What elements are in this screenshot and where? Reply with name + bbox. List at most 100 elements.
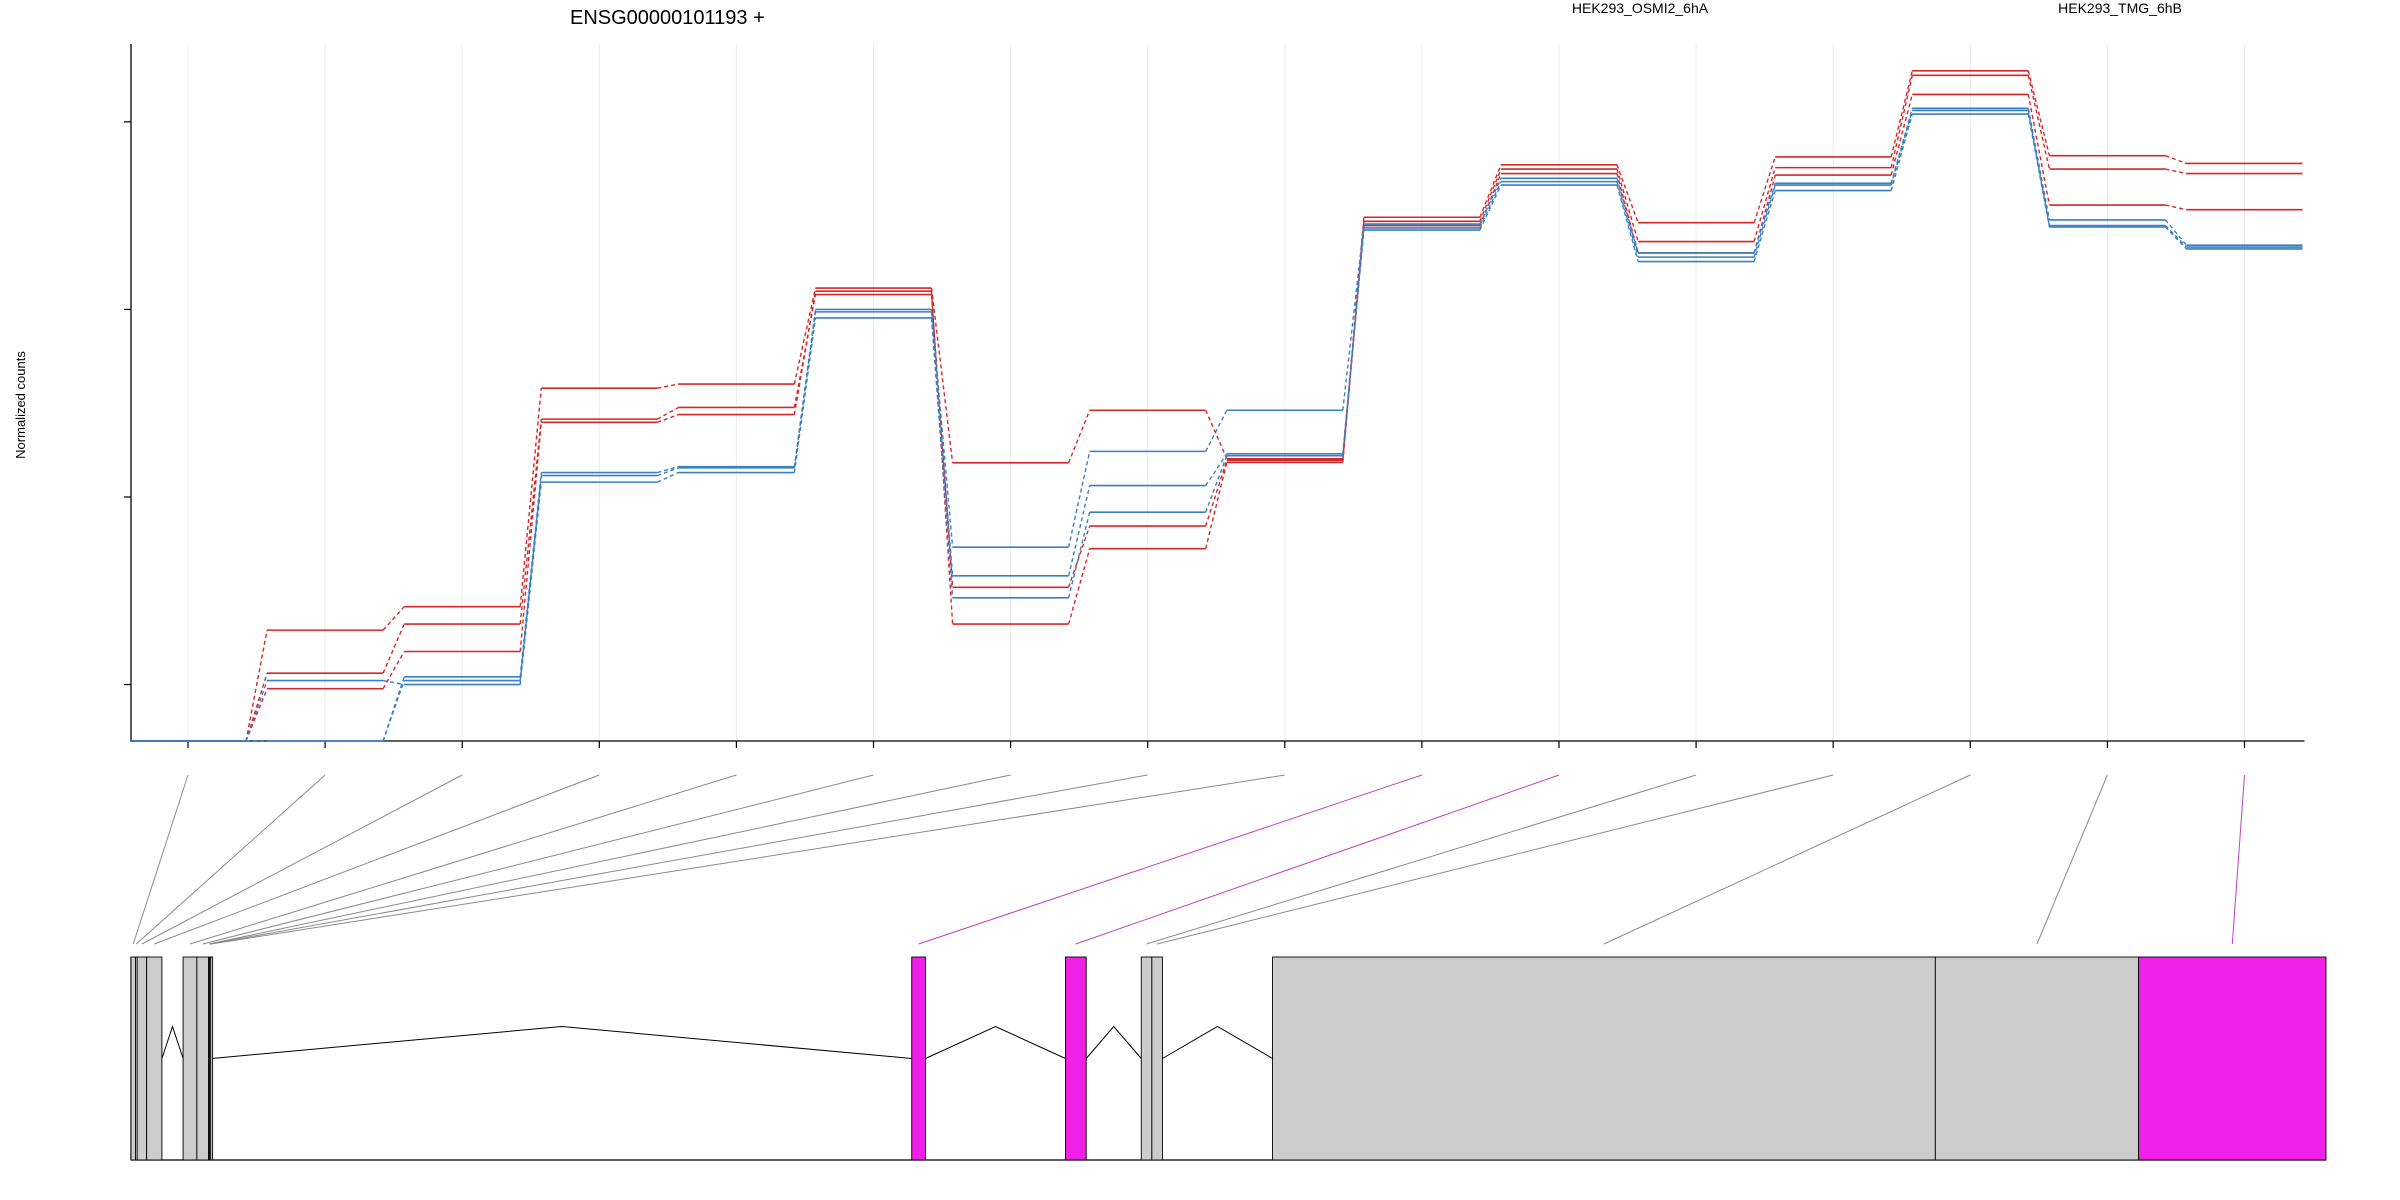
series-5	[130, 109, 2303, 742]
series-2-connector	[1890, 75, 1913, 168]
series-4-connector	[793, 317, 817, 473]
intron-line	[1085, 1025, 1142, 1059]
series-2-connector	[1753, 167, 1776, 242]
series-3-connector	[1067, 525, 1091, 588]
intron-line	[1162, 1025, 1273, 1059]
series-6-connector	[793, 309, 817, 467]
series-2-connector	[2027, 75, 2051, 170]
series-2-connector	[382, 651, 405, 690]
series-1-connector	[2027, 70, 2051, 156]
series-1-connector	[657, 383, 679, 389]
series-5-connector	[1479, 181, 1502, 229]
series-3-connector	[656, 406, 679, 420]
connector-E010	[918, 774, 1423, 945]
series-1-connector	[519, 388, 542, 607]
connector-E005	[189, 774, 737, 945]
series-3-connector	[793, 294, 817, 408]
exon-E004	[146, 956, 163, 1161]
series-6-connector	[2027, 108, 2051, 221]
series-4-connector	[1205, 455, 1228, 513]
series-5-connector	[657, 467, 679, 477]
series-4-connector	[382, 679, 405, 686]
series-4-connector	[657, 471, 679, 483]
series-6-connector	[1067, 451, 1091, 548]
exon-E013	[1151, 956, 1163, 1161]
series-4-connector	[930, 317, 954, 598]
series-1-connector	[1479, 164, 1502, 218]
connector-E012	[1146, 774, 1697, 945]
series-3-connector	[382, 623, 405, 674]
series-1-connector	[2165, 155, 2187, 165]
series-1-connector	[1890, 70, 1913, 158]
intron-line	[211, 1025, 912, 1059]
series-6-connector	[1753, 183, 1776, 254]
series-2	[130, 74, 2303, 742]
exon-E010	[911, 956, 926, 1161]
series-3-connector	[2165, 204, 2187, 211]
connector-E006	[202, 774, 874, 945]
series-1-connector	[1205, 409, 1228, 459]
legend-entry-tmg: HEK293_TMG_6hB	[2058, 0, 2182, 16]
series-1-connector	[1753, 156, 1776, 223]
series-5-connector	[519, 475, 542, 681]
series-6-connector	[1890, 108, 1913, 184]
series-1-connector	[1616, 164, 1639, 223]
series-3-connector	[519, 419, 542, 625]
exon-E001	[130, 956, 136, 1161]
series-6-connector	[930, 309, 954, 548]
series-6-connector	[2164, 219, 2188, 246]
connector-E015	[2036, 774, 2108, 945]
series-4-connector	[1479, 184, 1502, 231]
exon-E016	[2138, 956, 2327, 1161]
series-3	[130, 93, 2303, 742]
exon-E012	[1140, 956, 1153, 1161]
series-2-connector	[1616, 168, 1639, 242]
exon-E005	[182, 956, 198, 1161]
series-2-connector	[519, 422, 542, 652]
series-6-connector	[1479, 178, 1502, 225]
series-5-connector	[1753, 184, 1776, 258]
series-2-connector	[1205, 462, 1228, 549]
connector-E009	[211, 774, 1285, 945]
exon-E009	[210, 956, 214, 1161]
series-5-connector	[1616, 181, 1639, 258]
legend-entry-osmi2: HEK293_OSMI2_6hA	[1572, 0, 1709, 16]
series-6-connector	[1205, 409, 1228, 452]
series-1-connector	[1067, 409, 1091, 464]
series-1-connector	[793, 287, 817, 385]
connector-E002	[135, 774, 326, 945]
plot-axes	[124, 44, 2305, 748]
series-4-connector	[2164, 226, 2188, 250]
intron-line	[925, 1025, 1066, 1059]
gene-model-track	[130, 956, 2327, 1161]
series-4-connector	[1616, 184, 1639, 262]
series-5-connector	[2027, 110, 2051, 226]
series-2-connector	[1067, 548, 1091, 625]
connector-E007	[208, 774, 1011, 945]
y-axis-label: Normalized counts	[13, 351, 28, 459]
connector-E011	[1075, 774, 1560, 945]
series-5-connector	[1067, 485, 1091, 576]
series-5-connector	[1342, 227, 1365, 454]
series-6	[130, 107, 2303, 742]
connector-E013	[1157, 774, 1834, 945]
exon-connector-lines	[132, 774, 2245, 945]
exon-E006	[196, 956, 209, 1161]
series-4-connector	[245, 680, 268, 742]
exon-E014	[1272, 956, 1936, 1161]
series-2-connector	[1479, 168, 1502, 222]
series-4-connector	[1067, 511, 1091, 598]
series-1-connector	[930, 287, 954, 463]
connector-E016	[2231, 774, 2245, 945]
exon-E003	[136, 956, 148, 1161]
series-4-connector	[1753, 190, 1776, 262]
series-4-connector	[2027, 113, 2051, 228]
series-3-connector	[1205, 460, 1228, 527]
connector-E008	[209, 774, 1148, 945]
series-6-connector	[382, 676, 405, 742]
series-5-connector	[2164, 225, 2187, 248]
connector-E001	[132, 774, 189, 945]
series-1-connector	[382, 606, 405, 631]
